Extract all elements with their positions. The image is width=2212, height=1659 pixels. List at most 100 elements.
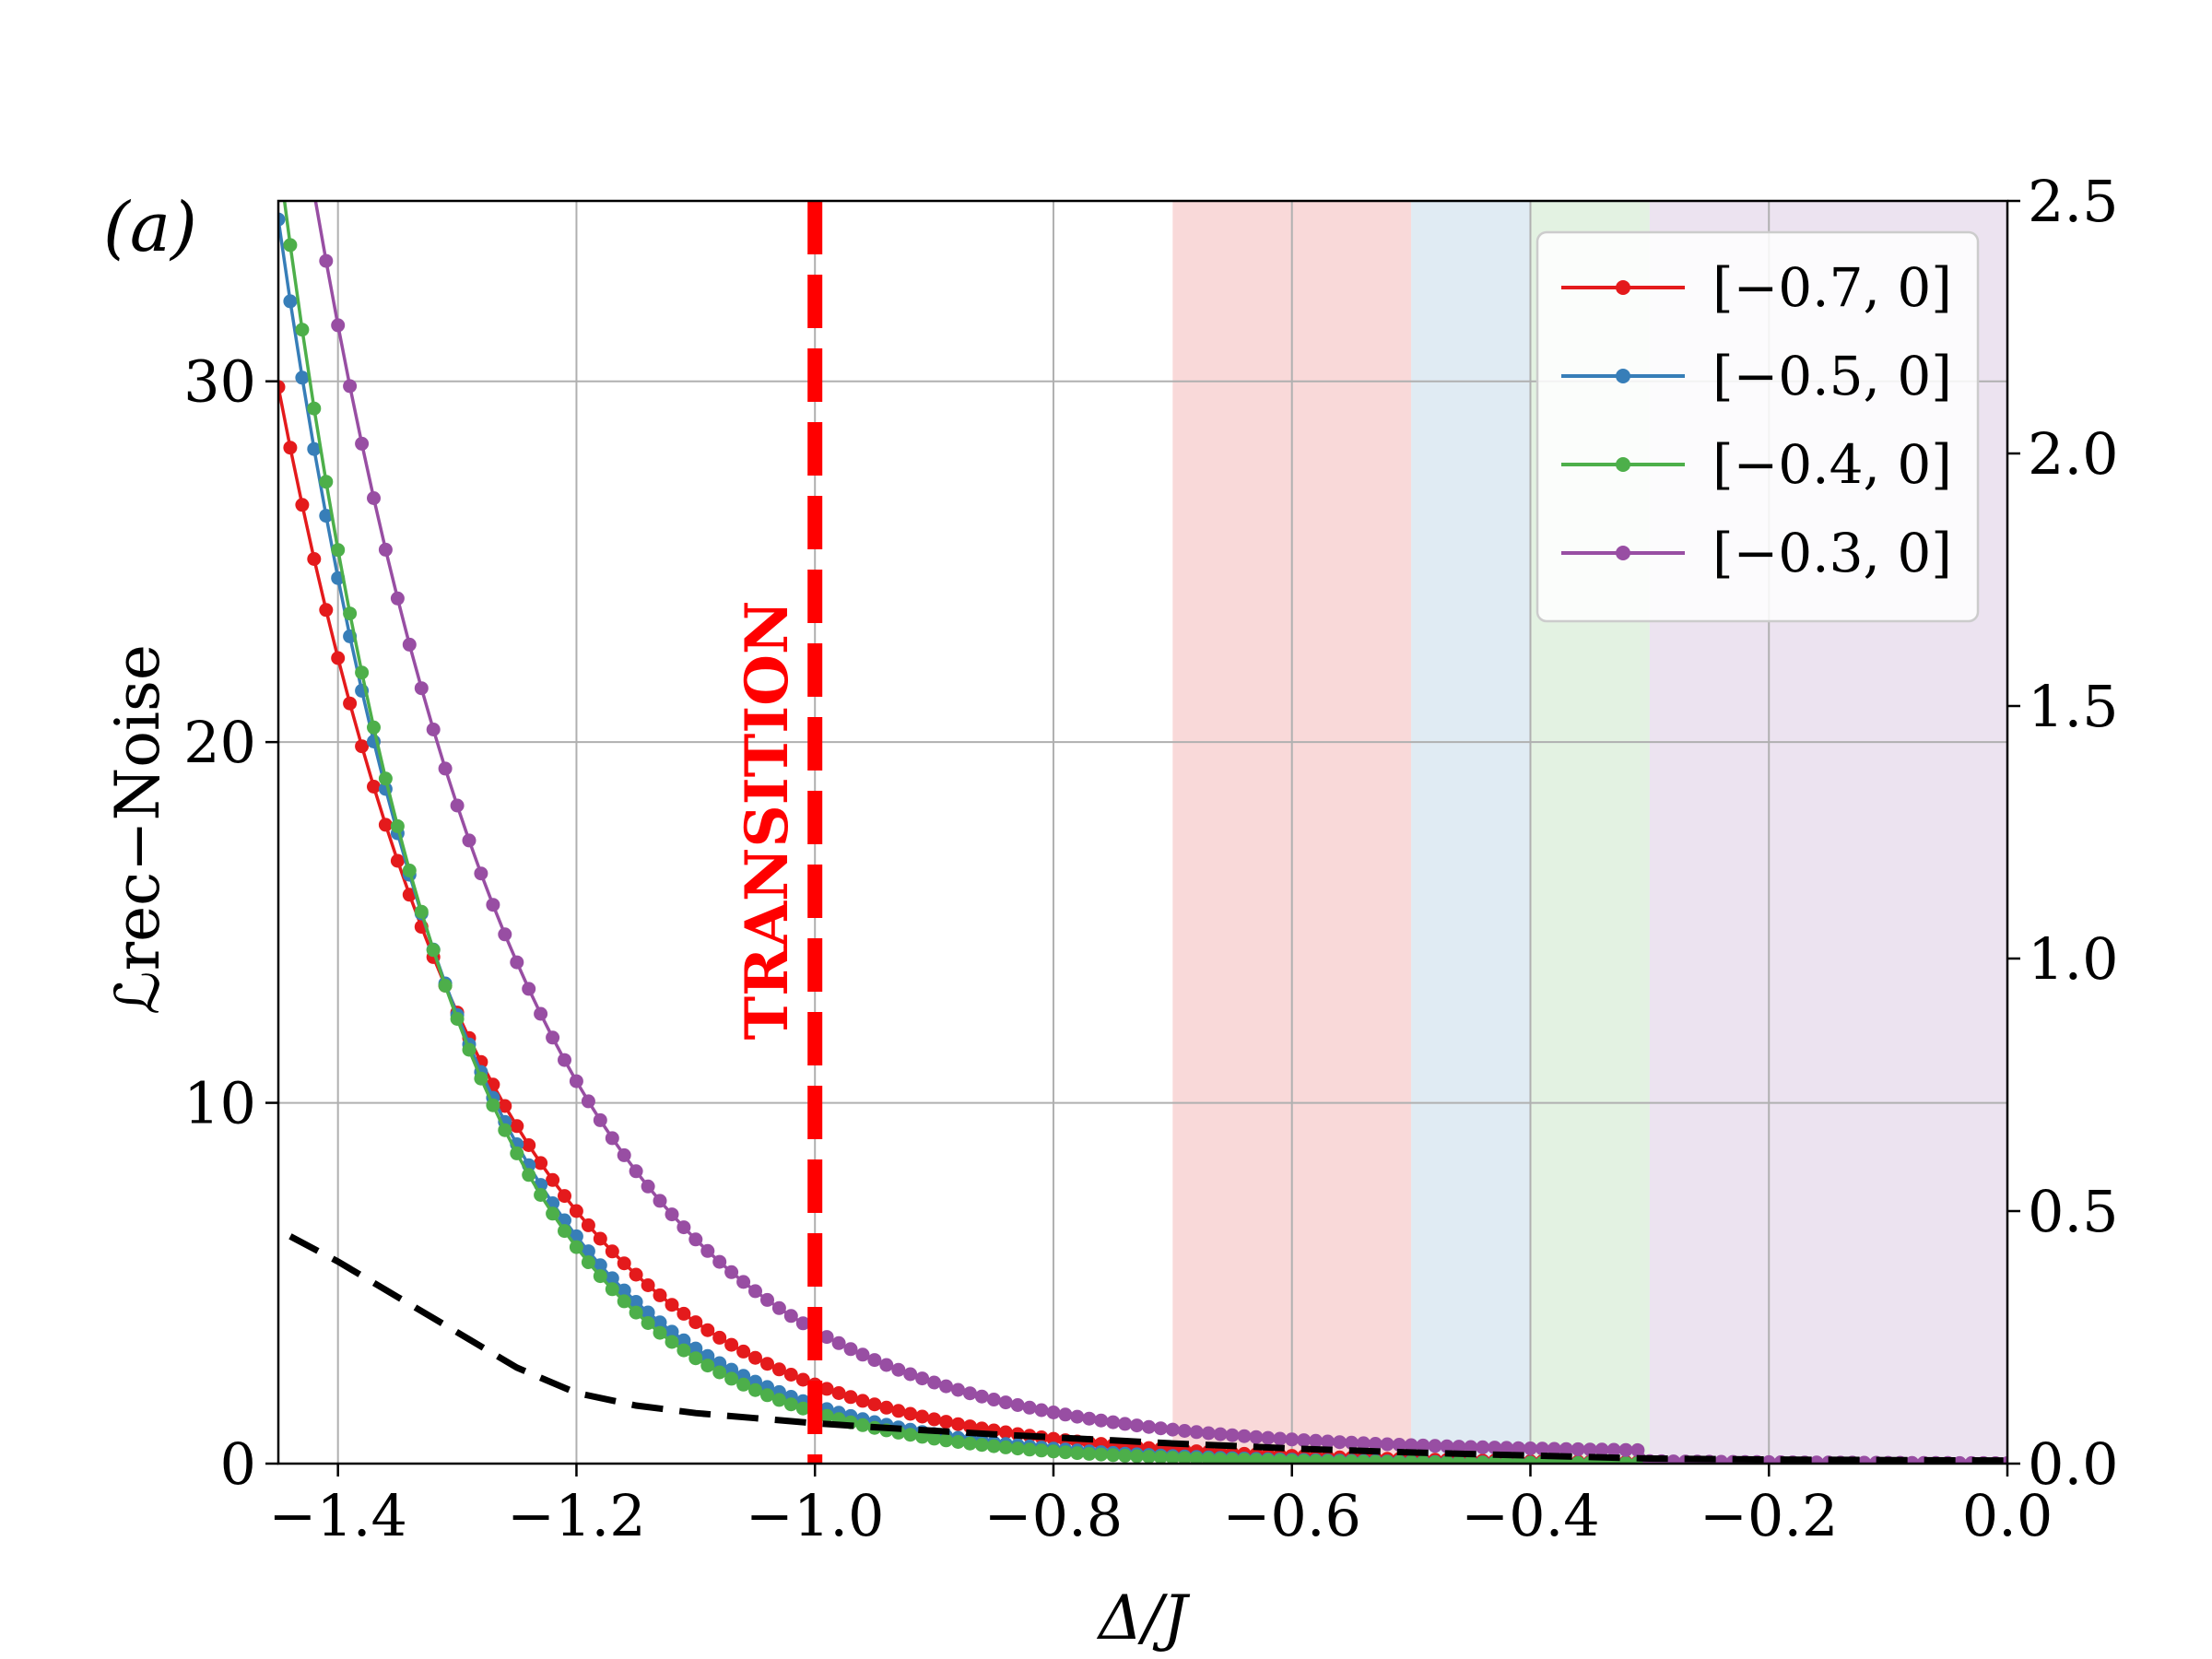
series-2-point-37 bbox=[712, 1365, 727, 1380]
series-3-point-25 bbox=[569, 1074, 583, 1088]
series-1-point-0 bbox=[278, 212, 286, 227]
series-0-point-56 bbox=[939, 1415, 953, 1430]
series-2-point-73 bbox=[1142, 1450, 1156, 1464]
series-3-point-109 bbox=[1571, 1441, 1585, 1456]
series-3-point-36 bbox=[700, 1243, 715, 1258]
series-2-point-96 bbox=[1416, 1455, 1430, 1464]
legend-label-0: [−0.7, 0] bbox=[1712, 256, 1952, 319]
series-3-point-12 bbox=[414, 681, 429, 696]
series-0-point-34 bbox=[677, 1306, 691, 1321]
series-2-point-79 bbox=[1213, 1452, 1228, 1464]
series-2-point-95 bbox=[1404, 1455, 1418, 1464]
series-3-point-14 bbox=[438, 761, 453, 776]
series-2-point-25 bbox=[569, 1240, 583, 1254]
series-2-point-3 bbox=[307, 401, 322, 416]
legend-label-3: [−0.3, 0] bbox=[1712, 522, 1952, 584]
series-2-point-53 bbox=[903, 1428, 918, 1442]
series-2-point-20 bbox=[510, 1146, 524, 1160]
series-3-point-35 bbox=[688, 1232, 703, 1247]
series-3-point-34 bbox=[677, 1220, 691, 1235]
series-2-point-86 bbox=[1297, 1453, 1312, 1464]
series-2-point-32 bbox=[653, 1325, 667, 1340]
series-2-point-15 bbox=[450, 1012, 465, 1026]
series-0-point-36 bbox=[700, 1323, 715, 1337]
series-3-point-72 bbox=[1130, 1418, 1144, 1433]
series-3-point-114 bbox=[1630, 1442, 1645, 1457]
legend-marker-2 bbox=[1616, 457, 1630, 472]
series-0-point-50 bbox=[867, 1397, 882, 1412]
series-3-point-125 bbox=[1761, 1454, 1776, 1464]
series-3-point-97 bbox=[1428, 1439, 1442, 1453]
series-0-point-8 bbox=[367, 780, 381, 794]
series-3-point-111 bbox=[1594, 1442, 1609, 1457]
series-3-point-61 bbox=[998, 1395, 1013, 1410]
y2-tick-label-0: 0.0 bbox=[2028, 1430, 2119, 1498]
series-2-point-83 bbox=[1261, 1453, 1276, 1464]
series-2-point-92 bbox=[1368, 1454, 1382, 1464]
series-3-point-5 bbox=[331, 318, 346, 333]
series-2-point-33 bbox=[665, 1335, 679, 1349]
series-0-point-48 bbox=[843, 1390, 858, 1405]
series-1-point-35 bbox=[688, 1341, 703, 1356]
series-2-point-69 bbox=[1094, 1447, 1109, 1462]
series-3-point-37 bbox=[712, 1254, 727, 1269]
series-3-point-88 bbox=[1321, 1434, 1335, 1449]
series-2-point-41 bbox=[760, 1388, 774, 1403]
series-3-point-81 bbox=[1237, 1429, 1252, 1443]
series-2-point-17 bbox=[474, 1071, 488, 1086]
series-3-point-3 bbox=[307, 186, 321, 200]
y-tick-label-0: 0 bbox=[220, 1430, 256, 1498]
series-2-point-40 bbox=[748, 1382, 762, 1397]
series-0-point-52 bbox=[891, 1404, 906, 1418]
series-3-point-112 bbox=[1606, 1442, 1621, 1457]
series-1-point-32 bbox=[653, 1315, 667, 1330]
series-0-point-2 bbox=[295, 498, 310, 512]
series-layer bbox=[278, 38, 2007, 1464]
series-2-point-58 bbox=[962, 1436, 977, 1451]
series-2-point-67 bbox=[1070, 1446, 1085, 1461]
series-1-point-34 bbox=[677, 1333, 691, 1347]
series-3-point-62 bbox=[1010, 1398, 1025, 1412]
series-2-point-66 bbox=[1058, 1445, 1073, 1460]
series-2-point-98 bbox=[1440, 1455, 1454, 1464]
series-3-point-51 bbox=[879, 1358, 894, 1372]
series-3-point-85 bbox=[1285, 1432, 1300, 1447]
series-0-point-9 bbox=[378, 818, 393, 832]
series-3-point-43 bbox=[783, 1309, 798, 1324]
series-0-point-30 bbox=[629, 1267, 643, 1282]
series-0-point-6 bbox=[343, 696, 358, 711]
series-3-point-58 bbox=[962, 1386, 977, 1401]
series-0-point-42 bbox=[771, 1362, 786, 1377]
series-3-point-99 bbox=[1452, 1440, 1466, 1454]
series-3-point-1 bbox=[283, 38, 297, 52]
shaded-region-1 bbox=[1411, 201, 1531, 1464]
y2-tick-label-2: 1.0 bbox=[2028, 925, 2119, 993]
series-0-point-49 bbox=[855, 1394, 870, 1408]
series-3-point-21 bbox=[522, 982, 536, 996]
series-0-point-39 bbox=[736, 1344, 751, 1359]
series-0-point-43 bbox=[783, 1368, 798, 1382]
series-3-point-121 bbox=[1714, 1454, 1728, 1464]
series-2-point-43 bbox=[783, 1397, 798, 1412]
series-3-point-76 bbox=[1177, 1424, 1192, 1438]
series-2-point-56 bbox=[939, 1433, 953, 1448]
series-0-point-22 bbox=[534, 1156, 548, 1171]
series-0-point-21 bbox=[522, 1138, 536, 1152]
series-1-point-29 bbox=[617, 1283, 631, 1298]
series-3-point-67 bbox=[1070, 1409, 1085, 1424]
series-3-point-78 bbox=[1201, 1426, 1216, 1441]
series-3-point-95 bbox=[1404, 1438, 1418, 1453]
series-2-point-11 bbox=[402, 864, 417, 877]
series-2-point-23 bbox=[546, 1206, 560, 1221]
y-tick-label-3: 30 bbox=[183, 348, 256, 416]
series-3-point-107 bbox=[1547, 1441, 1561, 1456]
series-0-point-53 bbox=[903, 1406, 918, 1421]
y2-tick-label-4: 2.0 bbox=[2028, 420, 2119, 488]
series-3-point-98 bbox=[1440, 1439, 1454, 1453]
series-2-point-19 bbox=[498, 1123, 512, 1137]
series-3-point-7 bbox=[355, 436, 370, 451]
series-3-point-90 bbox=[1344, 1435, 1359, 1450]
series-2-point-81 bbox=[1237, 1453, 1252, 1464]
series-3-point-11 bbox=[402, 637, 417, 652]
series-3-point-13 bbox=[426, 723, 441, 736]
